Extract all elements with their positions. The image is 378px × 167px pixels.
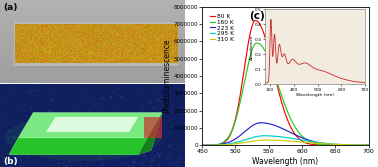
160 K xyxy=(330,144,335,146)
223 K xyxy=(314,141,319,143)
80 K xyxy=(267,53,272,55)
Line: 160 K: 160 K xyxy=(202,43,369,145)
Text: (a): (a) xyxy=(4,3,18,12)
295 K xyxy=(273,135,278,137)
Text: (b): (b) xyxy=(4,157,18,166)
160 K xyxy=(273,77,278,79)
Line: 310 K: 310 K xyxy=(202,140,369,145)
X-axis label: Wavelength (nm): Wavelength (nm) xyxy=(253,157,318,166)
Polygon shape xyxy=(138,113,162,154)
Line: 223 K: 223 K xyxy=(202,123,369,145)
80 K xyxy=(273,78,278,80)
223 K xyxy=(366,144,371,146)
295 K xyxy=(217,144,222,146)
223 K xyxy=(333,144,337,146)
80 K xyxy=(253,20,258,22)
295 K xyxy=(366,144,371,146)
160 K xyxy=(267,60,272,62)
310 K xyxy=(330,143,335,145)
310 K xyxy=(273,139,278,141)
160 K xyxy=(314,143,319,145)
295 K xyxy=(333,143,337,145)
310 K xyxy=(217,144,222,146)
80 K xyxy=(366,144,371,146)
Polygon shape xyxy=(13,23,179,65)
Y-axis label: Photoluminescence: Photoluminescence xyxy=(162,39,171,113)
160 K xyxy=(254,42,259,44)
160 K xyxy=(200,144,204,146)
80 K xyxy=(333,144,337,146)
310 K xyxy=(366,144,371,146)
160 K xyxy=(366,144,371,146)
223 K xyxy=(259,122,263,124)
310 K xyxy=(314,142,319,144)
Polygon shape xyxy=(144,117,162,138)
295 K xyxy=(267,135,272,137)
Legend: 80 K, 160 K, 223 K, 295 K, 310 K: 80 K, 160 K, 223 K, 295 K, 310 K xyxy=(209,12,235,44)
223 K xyxy=(273,125,278,127)
80 K xyxy=(217,144,222,146)
Polygon shape xyxy=(9,138,147,154)
Line: 295 K: 295 K xyxy=(202,136,369,145)
295 K xyxy=(314,141,319,143)
223 K xyxy=(267,123,272,125)
Polygon shape xyxy=(17,65,181,68)
160 K xyxy=(333,144,337,146)
Polygon shape xyxy=(19,113,162,138)
160 K xyxy=(217,143,222,145)
295 K xyxy=(200,144,204,146)
80 K xyxy=(330,144,335,146)
80 K xyxy=(314,144,319,146)
295 K xyxy=(330,143,335,145)
310 K xyxy=(267,139,272,141)
Polygon shape xyxy=(46,117,138,132)
310 K xyxy=(200,144,204,146)
223 K xyxy=(217,143,222,145)
80 K xyxy=(200,144,204,146)
295 K xyxy=(262,135,266,137)
310 K xyxy=(333,143,337,145)
223 K xyxy=(200,144,204,146)
Text: (c): (c) xyxy=(249,11,265,21)
223 K xyxy=(330,143,335,145)
310 K xyxy=(264,139,268,141)
Line: 80 K: 80 K xyxy=(202,21,369,145)
Ellipse shape xyxy=(5,115,161,161)
